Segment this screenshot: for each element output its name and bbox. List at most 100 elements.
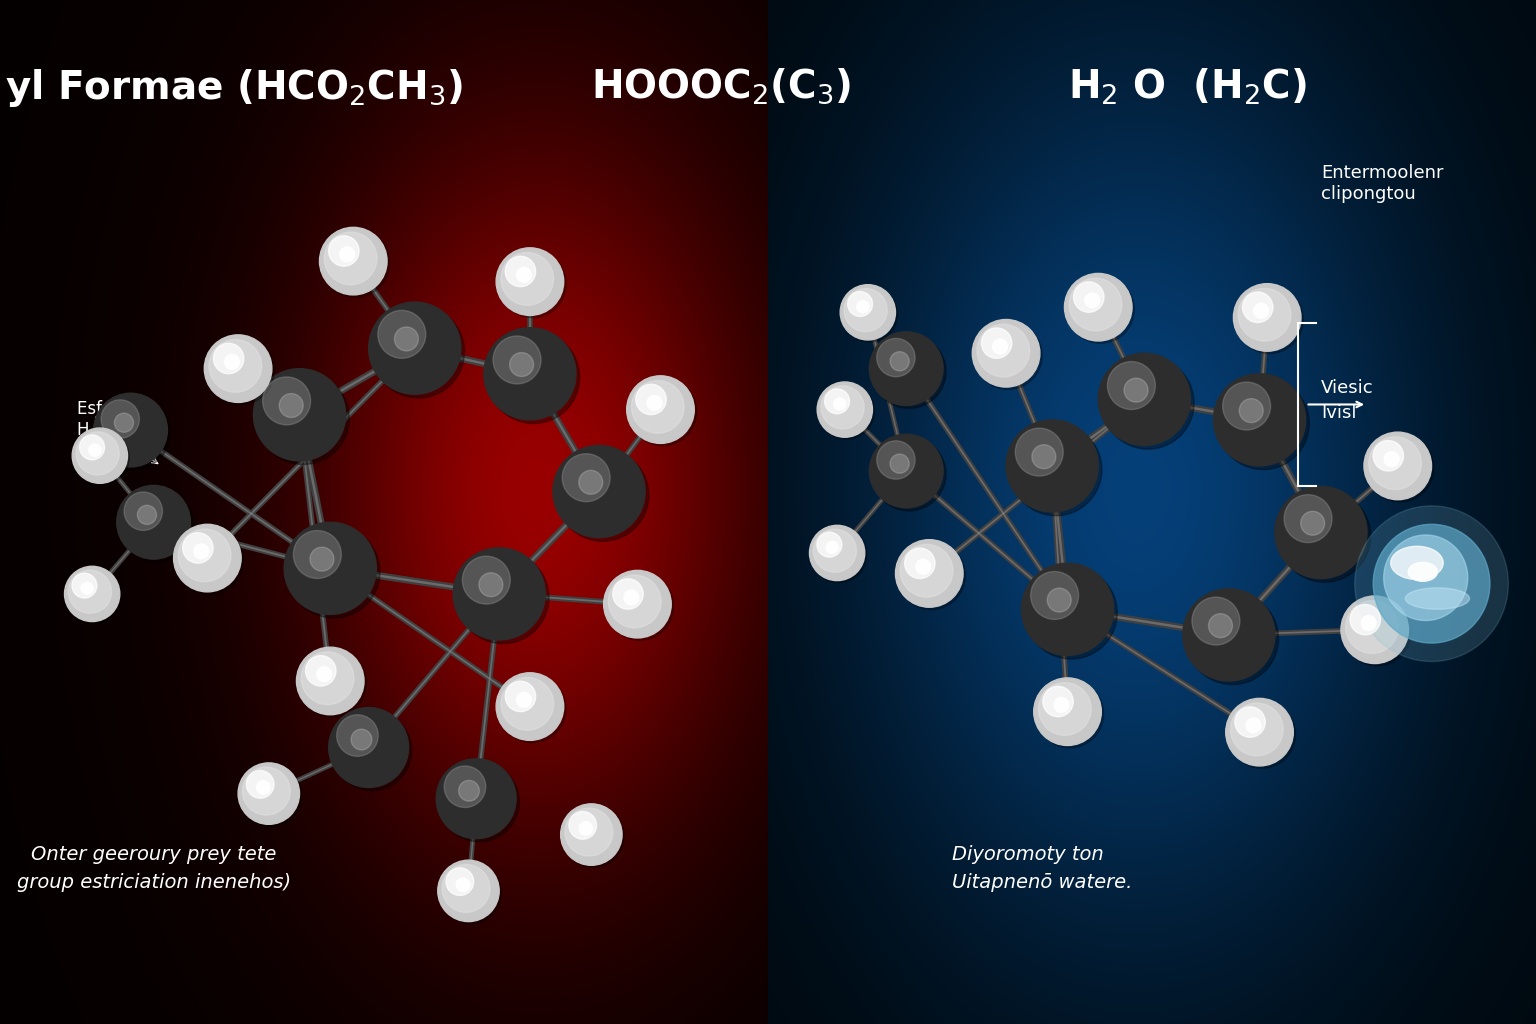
Ellipse shape [1355,506,1508,662]
Ellipse shape [214,343,244,374]
Ellipse shape [568,811,596,840]
Ellipse shape [1209,613,1232,638]
Ellipse shape [1038,683,1091,735]
Ellipse shape [877,338,915,377]
Ellipse shape [1192,597,1240,645]
Ellipse shape [183,532,214,563]
Ellipse shape [80,435,104,460]
Ellipse shape [561,804,622,865]
Ellipse shape [1124,378,1147,402]
Ellipse shape [293,530,341,579]
Ellipse shape [442,864,490,912]
Ellipse shape [81,583,94,595]
Ellipse shape [1301,511,1324,536]
Ellipse shape [69,570,112,613]
Ellipse shape [1230,703,1283,756]
Ellipse shape [74,430,129,485]
Ellipse shape [310,547,333,571]
Text: Entermoolenr
clipongtou: Entermoolenr clipongtou [1321,164,1444,203]
Ellipse shape [329,236,359,266]
Ellipse shape [975,322,1043,389]
Ellipse shape [1021,563,1114,655]
Ellipse shape [624,590,639,605]
Ellipse shape [845,289,888,332]
Ellipse shape [647,395,662,411]
Ellipse shape [607,572,674,640]
Ellipse shape [204,335,272,402]
Ellipse shape [613,579,644,609]
Ellipse shape [178,529,230,582]
Ellipse shape [323,229,390,297]
Ellipse shape [1238,289,1290,341]
Ellipse shape [316,667,332,682]
Ellipse shape [439,862,501,924]
Ellipse shape [444,766,485,808]
Ellipse shape [1384,452,1399,467]
Ellipse shape [817,532,842,557]
Ellipse shape [1278,490,1370,583]
Ellipse shape [982,328,1012,358]
Ellipse shape [809,525,865,581]
Ellipse shape [915,559,931,574]
Ellipse shape [369,302,461,394]
Ellipse shape [1235,707,1266,737]
Ellipse shape [505,256,536,287]
Text: yl Formae (HCO$_2$CH$_3$): yl Formae (HCO$_2$CH$_3$) [5,67,462,109]
Ellipse shape [505,681,536,712]
Ellipse shape [872,437,946,511]
Ellipse shape [1223,382,1270,430]
Ellipse shape [253,369,346,461]
Ellipse shape [1107,361,1155,410]
Ellipse shape [556,450,648,542]
Ellipse shape [579,821,593,836]
Ellipse shape [869,434,943,508]
Ellipse shape [857,301,869,313]
Text: Esƒ I₂
H: Esƒ I₂ H [77,400,118,439]
Ellipse shape [826,542,839,554]
Ellipse shape [238,763,300,824]
Ellipse shape [1084,293,1100,308]
Ellipse shape [562,806,624,867]
Ellipse shape [1409,562,1438,582]
Ellipse shape [65,566,120,622]
Text: H$_2$ O  (H$_2$C): H$_2$ O (H$_2$C) [1068,67,1307,106]
Ellipse shape [1009,424,1101,516]
Ellipse shape [300,649,367,717]
Ellipse shape [1025,567,1117,659]
Ellipse shape [822,386,865,429]
Ellipse shape [1240,398,1263,423]
Ellipse shape [1253,303,1269,318]
Ellipse shape [811,527,866,583]
Ellipse shape [445,867,473,895]
Ellipse shape [439,762,519,842]
Ellipse shape [89,444,101,457]
Ellipse shape [889,454,909,473]
Ellipse shape [1101,357,1193,450]
Ellipse shape [137,505,157,524]
Ellipse shape [842,287,897,342]
Ellipse shape [493,336,541,384]
Ellipse shape [462,556,510,604]
Ellipse shape [174,524,241,592]
Ellipse shape [1364,432,1432,500]
Ellipse shape [516,267,531,283]
Ellipse shape [877,440,915,479]
Ellipse shape [1068,275,1135,343]
Ellipse shape [636,384,667,415]
Ellipse shape [280,393,303,418]
Ellipse shape [992,339,1008,354]
Ellipse shape [499,250,567,317]
Ellipse shape [1233,284,1301,351]
Ellipse shape [516,692,531,708]
Ellipse shape [1031,571,1078,620]
Ellipse shape [496,673,564,740]
Ellipse shape [459,780,479,801]
Ellipse shape [336,715,378,757]
Ellipse shape [1284,495,1332,543]
Ellipse shape [510,352,533,377]
Ellipse shape [97,396,170,470]
Ellipse shape [627,376,694,443]
Ellipse shape [453,548,545,640]
Ellipse shape [1006,420,1098,512]
Ellipse shape [246,770,273,799]
